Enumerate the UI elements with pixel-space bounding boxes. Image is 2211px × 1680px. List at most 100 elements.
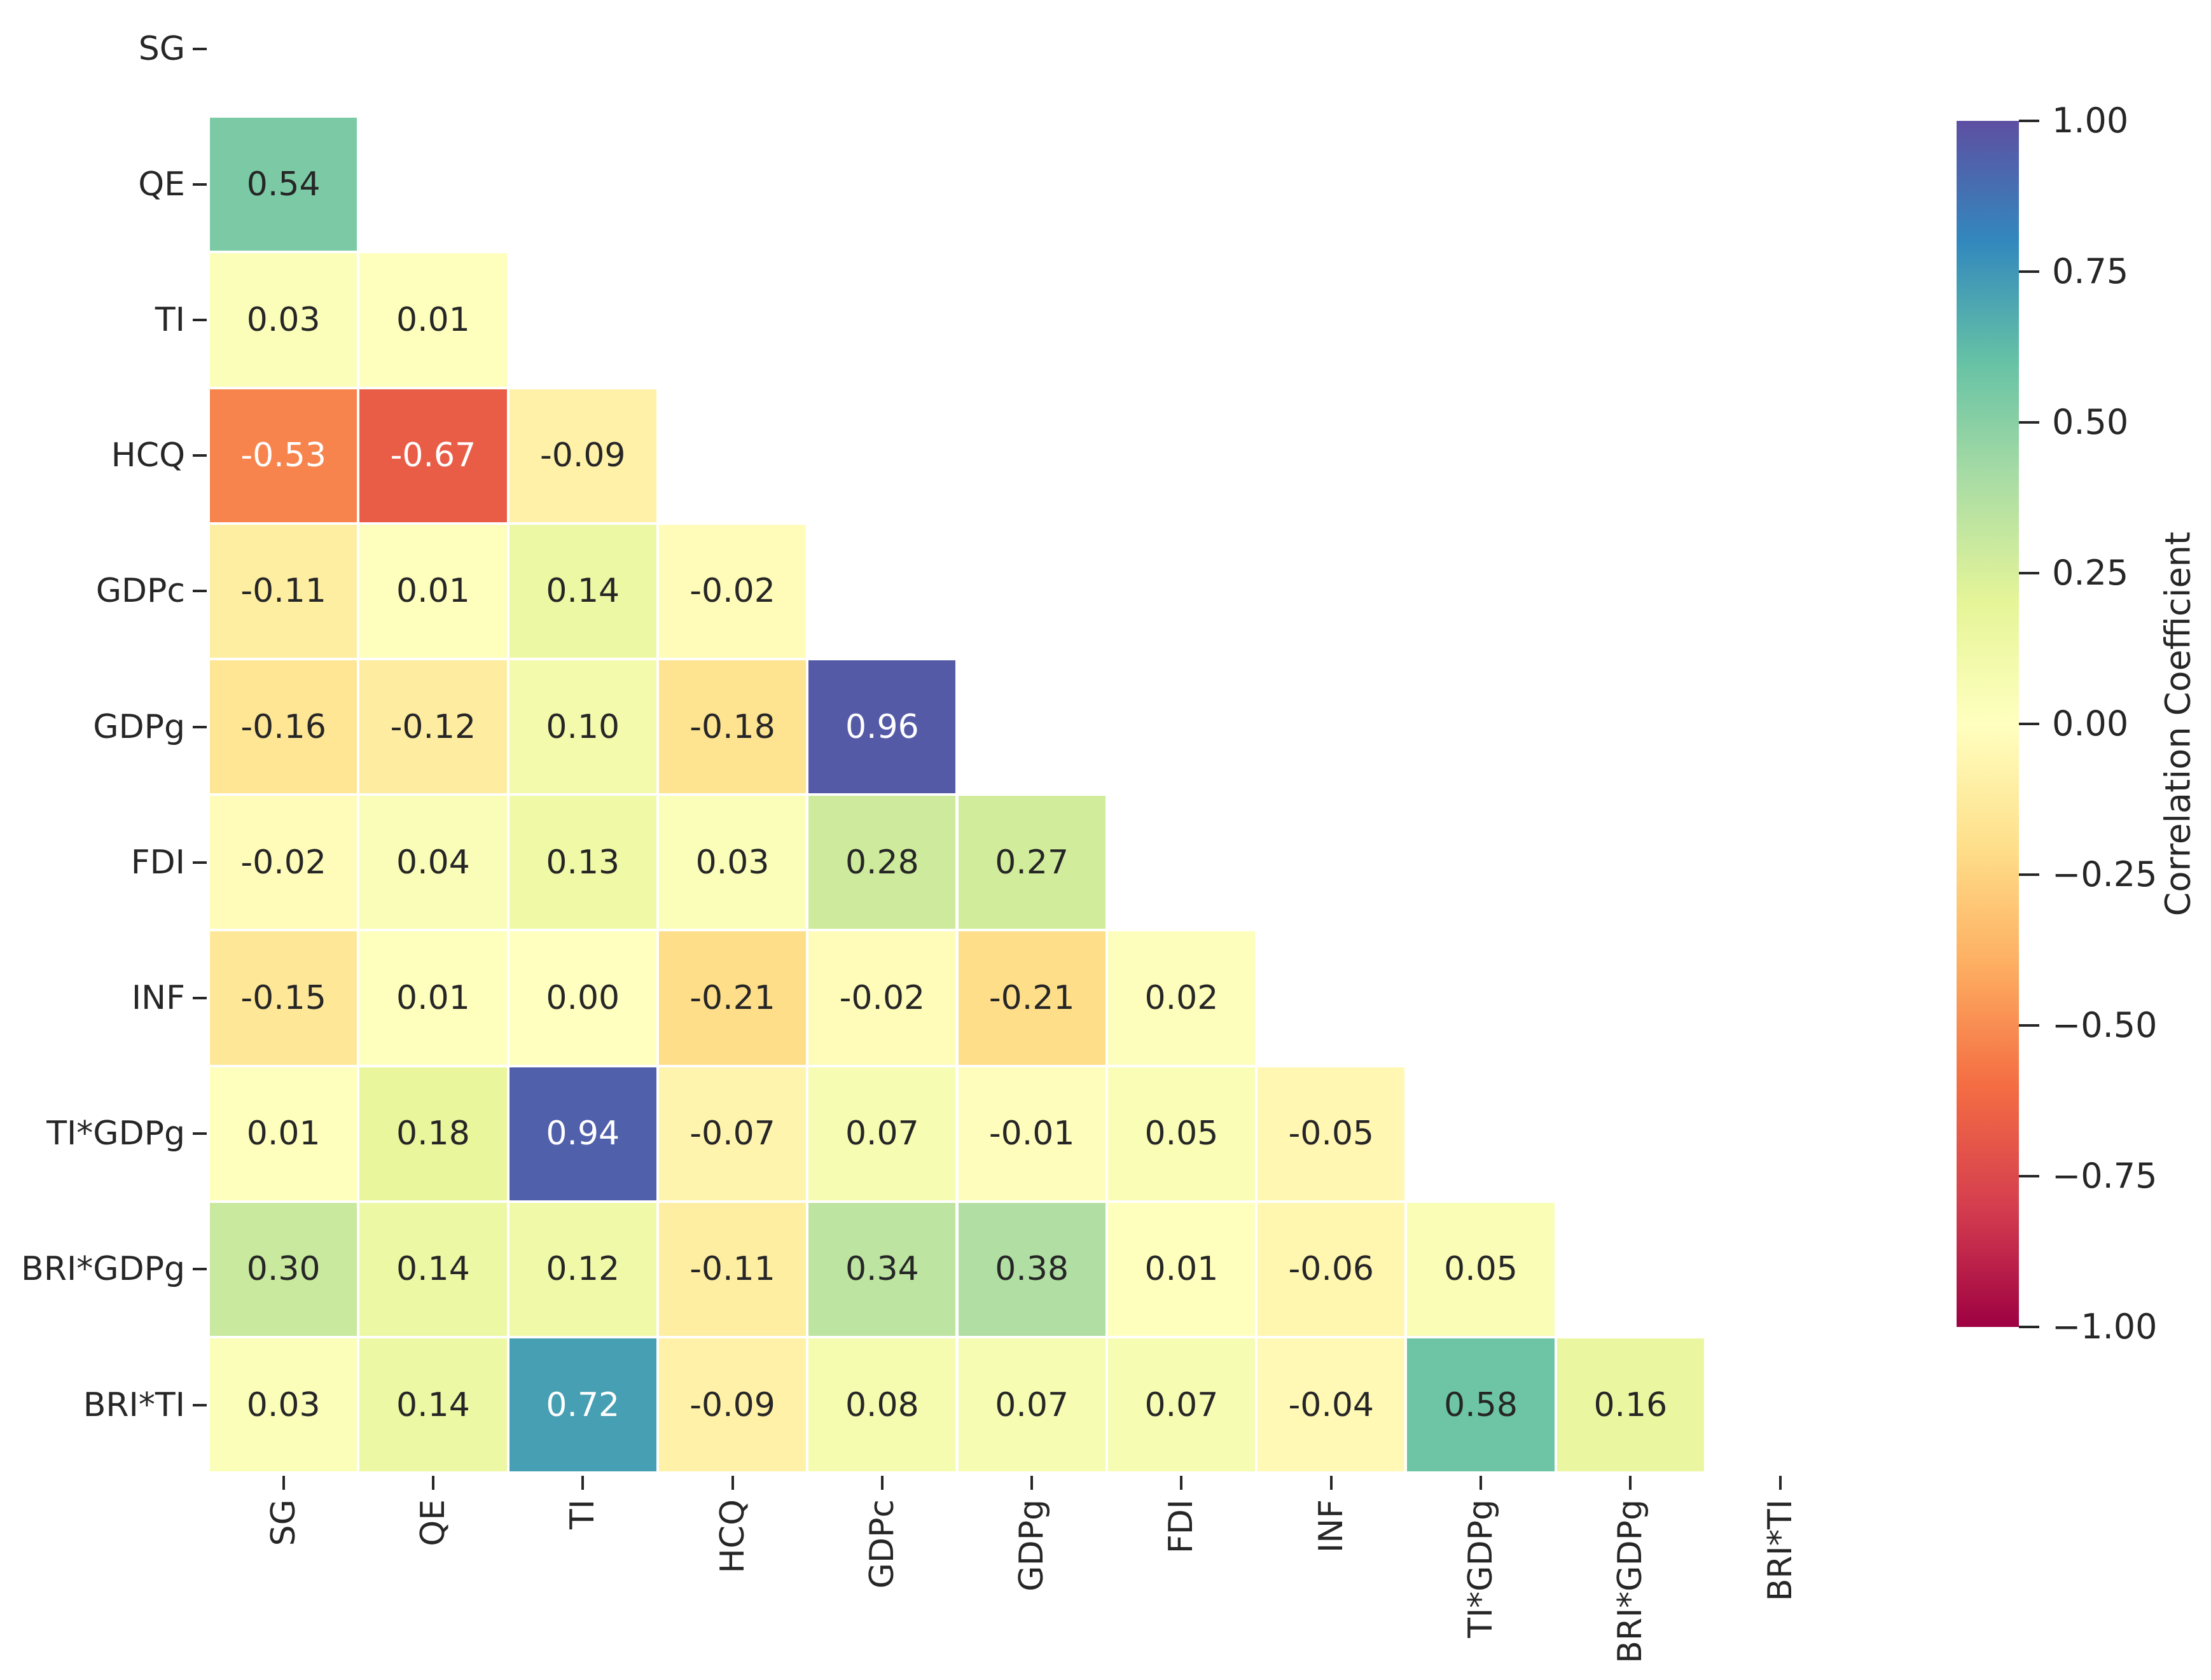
heatmap-cell: -0.11 bbox=[658, 1202, 807, 1336]
colorbar-tick-label: 1.00 bbox=[2052, 101, 2129, 141]
x-tick-label: QE bbox=[413, 1499, 452, 1546]
heatmap-cell: 0.28 bbox=[808, 796, 956, 929]
cell-value: 0.13 bbox=[546, 843, 620, 882]
colorbar-tick bbox=[2019, 1326, 2039, 1328]
x-tick bbox=[431, 1476, 434, 1490]
cell-value: -0.07 bbox=[690, 1114, 775, 1153]
cell-value: 0.00 bbox=[546, 978, 620, 1017]
x-tick bbox=[1329, 1476, 1333, 1490]
cell-value: -0.02 bbox=[690, 572, 775, 611]
colorbar-tick bbox=[2019, 270, 2039, 273]
y-tick-label: QE bbox=[138, 165, 185, 204]
cell-value: 0.01 bbox=[1144, 1250, 1219, 1289]
cell-value: -0.11 bbox=[690, 1250, 775, 1289]
heatmap-cell: -0.67 bbox=[359, 389, 507, 522]
heatmap-cell: -0.02 bbox=[658, 524, 807, 658]
cell-value: 0.03 bbox=[246, 1385, 321, 1424]
cell-value: 0.04 bbox=[396, 843, 470, 882]
cell-value: -0.09 bbox=[690, 1385, 775, 1424]
heatmap-cell: 0.14 bbox=[509, 524, 656, 658]
y-tick-label: SG bbox=[138, 29, 185, 68]
x-tick-label: BRI*GDPg bbox=[1611, 1499, 1650, 1664]
heatmap-cell: -0.16 bbox=[210, 660, 357, 794]
cell-value: 0.14 bbox=[546, 572, 620, 611]
cell-value: -0.21 bbox=[690, 978, 775, 1017]
y-tick bbox=[193, 1403, 207, 1406]
heatmap-cell: -0.21 bbox=[958, 931, 1106, 1065]
heatmap-cell: -0.53 bbox=[210, 389, 357, 522]
cell-value: 0.12 bbox=[546, 1250, 620, 1289]
cell-value: 0.16 bbox=[1593, 1385, 1668, 1424]
cell-value: 0.72 bbox=[546, 1385, 620, 1424]
x-tick-label: TI*GDPg bbox=[1462, 1499, 1501, 1638]
x-tick bbox=[1480, 1476, 1483, 1490]
x-tick bbox=[1180, 1476, 1183, 1490]
x-tick bbox=[581, 1476, 585, 1490]
heatmap-cell: -0.02 bbox=[808, 931, 956, 1065]
cell-value: -0.18 bbox=[690, 707, 775, 746]
heatmap-cell: 0.07 bbox=[1107, 1338, 1256, 1472]
heatmap-cell: -0.15 bbox=[210, 931, 357, 1065]
y-tick bbox=[193, 454, 207, 457]
heatmap-cell: 0.08 bbox=[808, 1338, 956, 1472]
cell-value: 0.02 bbox=[1144, 978, 1219, 1017]
colorbar-tick-label: 0.25 bbox=[2052, 553, 2129, 593]
y-tick-label: BRI*TI bbox=[83, 1385, 185, 1424]
cell-value: -0.04 bbox=[1288, 1385, 1375, 1424]
y-tick-label: HCQ bbox=[111, 436, 185, 475]
x-tick bbox=[1030, 1476, 1034, 1490]
heatmap-cell: 0.01 bbox=[359, 931, 507, 1065]
cell-value: 0.07 bbox=[845, 1114, 919, 1153]
heatmap-cell: 0.10 bbox=[509, 660, 656, 794]
cell-value: 0.05 bbox=[1444, 1250, 1518, 1289]
colorbar-tick bbox=[2019, 723, 2039, 725]
cell-value: -0.05 bbox=[1288, 1114, 1375, 1153]
cell-value: -0.53 bbox=[240, 436, 326, 475]
heatmap-cell: 0.05 bbox=[1407, 1202, 1555, 1336]
heatmap-cell: -0.12 bbox=[359, 660, 507, 794]
heatmap-cell: 0.14 bbox=[359, 1202, 507, 1336]
heatmap-cell: 0.72 bbox=[509, 1338, 656, 1472]
cell-value: 0.14 bbox=[396, 1385, 470, 1424]
colorbar-tick-label: −0.75 bbox=[2052, 1156, 2158, 1196]
cell-value: 0.10 bbox=[546, 707, 620, 746]
cell-value: 0.07 bbox=[1144, 1385, 1219, 1424]
colorbar-tick bbox=[2019, 1175, 2039, 1177]
heatmap-cell: -0.11 bbox=[210, 524, 357, 658]
cell-value: 0.01 bbox=[246, 1114, 321, 1153]
cell-value: 0.01 bbox=[396, 300, 470, 339]
cell-value: 0.94 bbox=[546, 1114, 620, 1153]
cell-value: 0.34 bbox=[845, 1250, 919, 1289]
cell-value: 0.03 bbox=[695, 843, 770, 882]
heatmap-cell: 0.12 bbox=[509, 1202, 656, 1336]
heatmap-cell: 0.03 bbox=[658, 796, 807, 929]
heatmap-cell: 0.03 bbox=[210, 1338, 357, 1472]
colorbar bbox=[1957, 121, 2019, 1327]
heatmap-cell: 0.03 bbox=[210, 253, 357, 387]
y-tick bbox=[193, 1268, 207, 1271]
y-tick-label: TI*GDPg bbox=[46, 1114, 185, 1153]
heatmap-cell: 0.54 bbox=[210, 118, 357, 251]
heatmap-cell: 0.01 bbox=[359, 253, 507, 387]
cell-value: 0.96 bbox=[845, 707, 919, 746]
heatmap-cell: 0.00 bbox=[509, 931, 656, 1065]
colorbar-tick bbox=[2019, 1024, 2039, 1027]
heatmap-cell: 0.18 bbox=[359, 1067, 507, 1200]
heatmap-cell: -0.09 bbox=[658, 1338, 807, 1472]
cell-value: 0.01 bbox=[396, 978, 470, 1017]
heatmap-cell: 0.30 bbox=[210, 1202, 357, 1336]
heatmap-cell: -0.05 bbox=[1258, 1067, 1405, 1200]
x-tick bbox=[880, 1476, 884, 1490]
y-tick-label: BRI*GDPg bbox=[21, 1250, 185, 1289]
x-tick-label: FDI bbox=[1162, 1499, 1201, 1554]
cell-value: -0.16 bbox=[240, 707, 326, 746]
heatmap-cell: 0.16 bbox=[1556, 1338, 1704, 1472]
cell-value: 0.30 bbox=[246, 1250, 321, 1289]
cell-value: -0.67 bbox=[390, 436, 476, 475]
y-tick bbox=[193, 861, 207, 864]
x-tick-label: SG bbox=[264, 1499, 303, 1546]
x-tick-label: BRI*TI bbox=[1761, 1499, 1799, 1602]
cell-value: -0.11 bbox=[240, 572, 326, 611]
colorbar-tick bbox=[2019, 572, 2039, 574]
